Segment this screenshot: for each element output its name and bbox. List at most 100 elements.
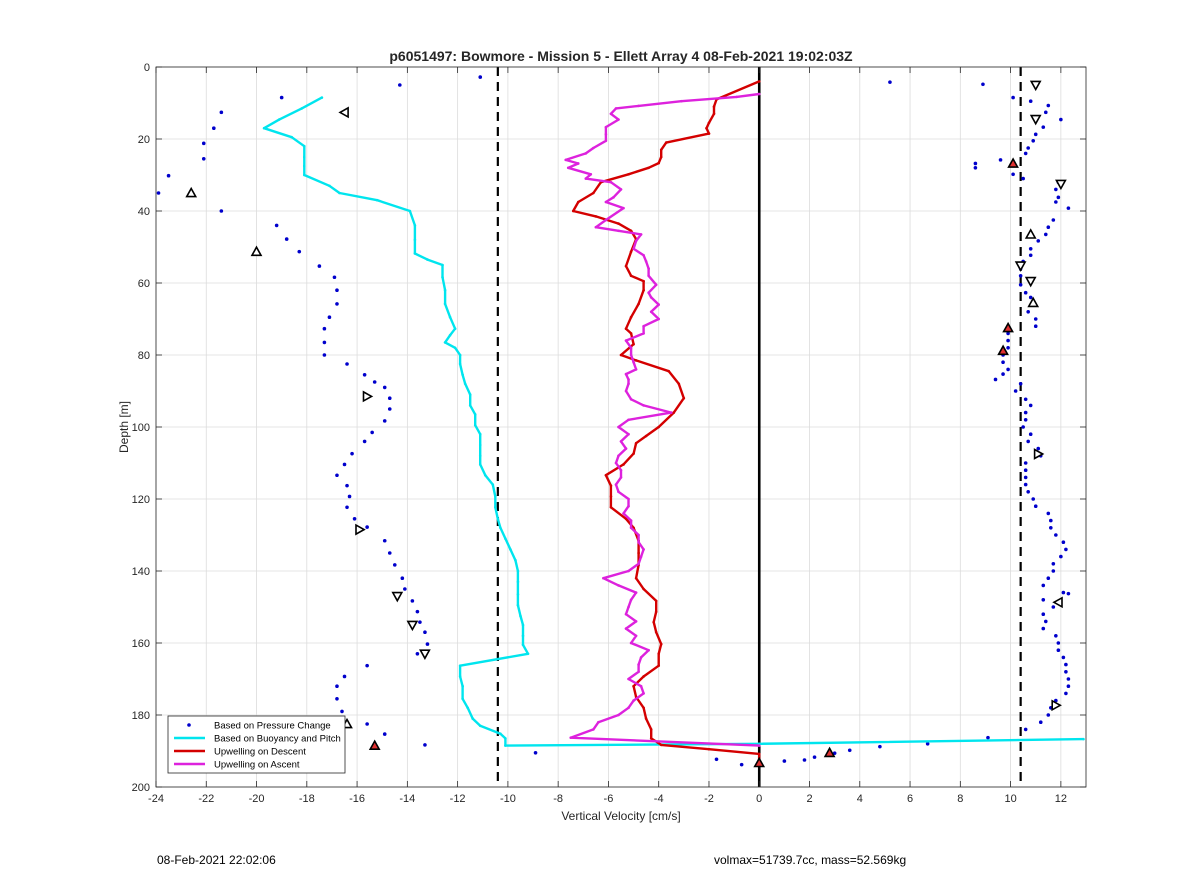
x-tick-label: -4	[654, 793, 664, 805]
series-based-on-pressure-change	[156, 75, 1071, 767]
x-tick-label: 10	[1004, 793, 1016, 805]
data-point	[627, 569, 630, 573]
data-point	[632, 684, 635, 688]
data-point	[993, 377, 998, 382]
data-point	[1059, 554, 1063, 559]
data-point	[212, 126, 216, 130]
x-tick-label: 8	[957, 793, 963, 805]
series-markers-neg	[185, 106, 431, 751]
data-point	[1026, 439, 1030, 444]
data-point	[365, 525, 369, 529]
data-point	[448, 315, 452, 319]
series-line	[262, 96, 1084, 747]
legend-label: Based on Buoyancy and Pitch	[214, 734, 341, 745]
data-point	[619, 468, 623, 472]
data-point	[629, 353, 633, 357]
data-point	[1028, 247, 1033, 251]
marker-triangle	[1052, 596, 1063, 609]
data-point	[614, 461, 618, 465]
data-point	[627, 504, 630, 508]
data-point	[300, 107, 304, 110]
data-point	[345, 483, 349, 488]
data-point	[478, 724, 482, 728]
data-point	[639, 684, 643, 688]
data-point	[1051, 569, 1056, 573]
marker-triangle	[823, 746, 836, 758]
data-point	[533, 751, 538, 755]
data-point	[612, 196, 615, 199]
data-point	[782, 759, 787, 763]
data-point	[624, 447, 628, 450]
data-point	[624, 627, 628, 630]
data-point	[649, 310, 653, 314]
data-point	[1051, 218, 1056, 222]
data-point	[564, 158, 568, 162]
data-point	[516, 580, 520, 584]
data-point	[458, 664, 462, 667]
data-point	[634, 634, 638, 638]
data-point	[637, 670, 640, 674]
data-point	[637, 104, 640, 108]
data-point	[279, 95, 284, 100]
x-tick-label: -2	[704, 793, 714, 805]
data-point	[629, 229, 633, 233]
x-tick-label: -8	[553, 793, 563, 805]
data-point	[335, 684, 339, 688]
data-point	[509, 548, 512, 551]
data-point	[712, 105, 716, 108]
data-point	[652, 620, 655, 624]
data-point	[627, 172, 630, 176]
data-point	[627, 706, 630, 710]
data-point	[602, 576, 605, 580]
data-point	[458, 362, 462, 366]
data-point	[981, 82, 985, 87]
data-point	[387, 396, 392, 401]
data-point	[1011, 95, 1015, 100]
y-tick-label: 40	[138, 206, 150, 218]
data-point	[1028, 403, 1033, 408]
data-point	[382, 538, 387, 543]
data-point	[284, 237, 289, 241]
data-point	[644, 260, 648, 263]
data-point	[156, 191, 161, 195]
data-point	[519, 614, 522, 618]
data-point	[973, 161, 978, 166]
data-point	[473, 413, 477, 416]
data-point	[802, 758, 807, 762]
x-tick-label: 6	[907, 793, 913, 805]
data-point	[714, 757, 719, 762]
data-point	[415, 609, 420, 614]
data-point	[1023, 727, 1028, 732]
data-point	[1056, 195, 1061, 200]
y-tick-label: 140	[132, 566, 150, 578]
data-point	[649, 728, 653, 731]
marker-triangle	[1055, 179, 1067, 191]
data-point	[634, 239, 638, 243]
data-point	[629, 519, 633, 522]
data-point	[657, 664, 661, 667]
data-point	[682, 396, 686, 400]
data-point	[657, 303, 661, 306]
x-tick-label: 2	[806, 793, 812, 805]
data-point	[925, 742, 930, 746]
data-point	[637, 562, 640, 566]
data-point	[499, 732, 502, 736]
data-point	[335, 302, 339, 306]
legend-label: Upwelling on Descent	[214, 747, 306, 758]
data-point	[654, 610, 658, 613]
data-point	[659, 148, 663, 152]
data-point	[632, 342, 635, 346]
data-point	[888, 80, 892, 84]
footer-stats: volmax=51739.7cc, mass=52.569kg	[714, 853, 907, 867]
data-point	[1046, 225, 1051, 229]
data-point	[478, 75, 483, 79]
data-point	[1064, 670, 1068, 674]
data-point	[1066, 677, 1071, 681]
data-point	[504, 537, 507, 540]
data-point	[624, 327, 628, 331]
data-point	[642, 706, 645, 710]
data-point	[1006, 367, 1010, 372]
data-point	[413, 252, 417, 255]
data-point	[647, 648, 650, 652]
data-point	[617, 584, 620, 587]
